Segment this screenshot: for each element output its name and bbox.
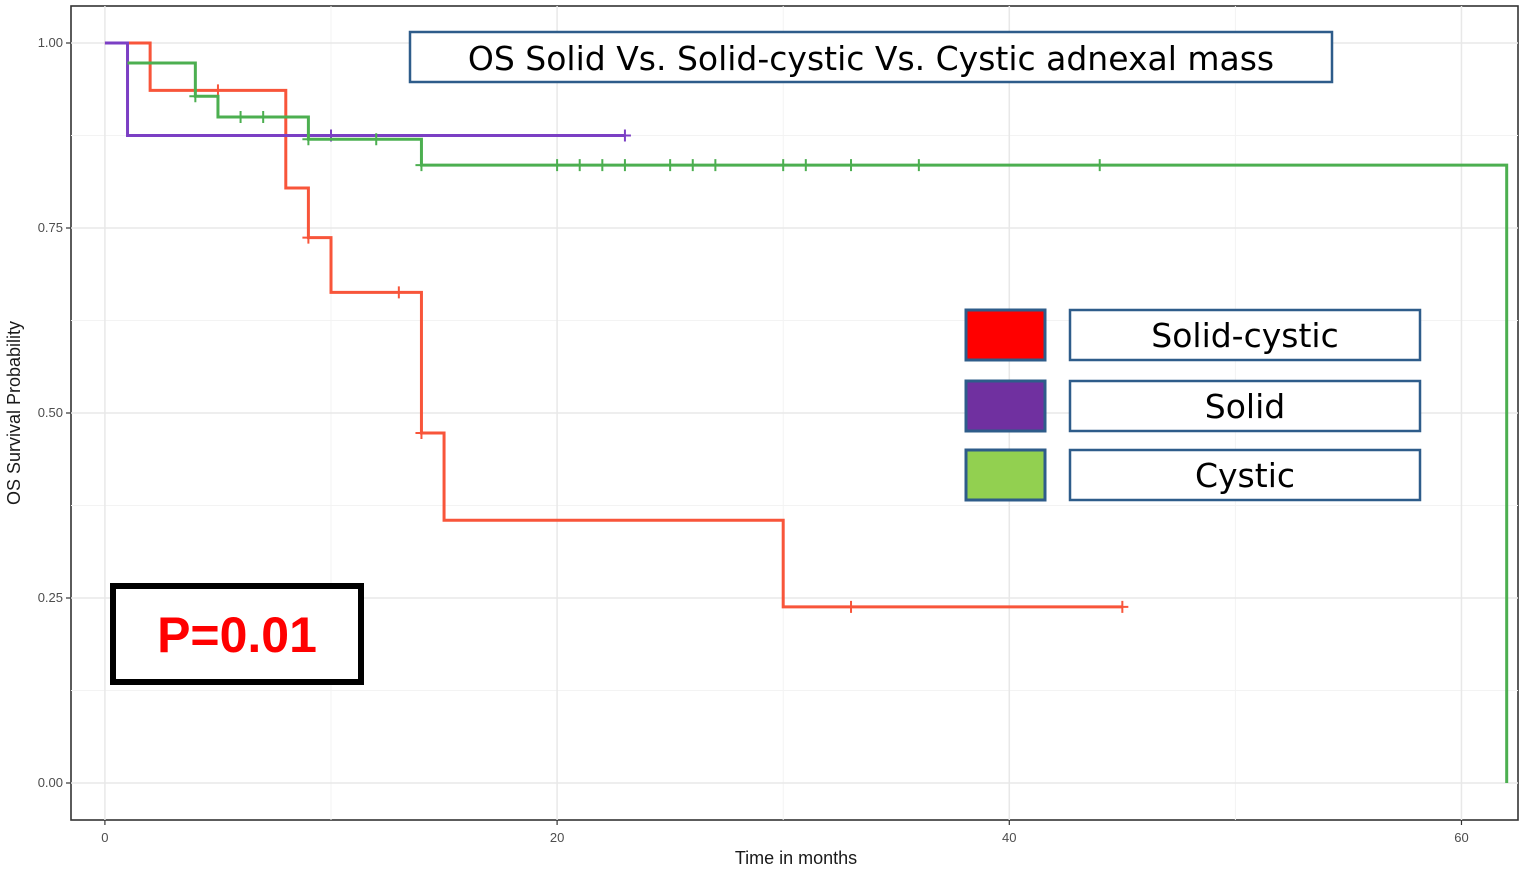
censor-mark-solid-cystic xyxy=(302,231,315,244)
y-tick-label: 0.25 xyxy=(38,590,63,605)
legend-item-solid: Solid xyxy=(964,379,1422,433)
y-axis-title: OS Survival Probability xyxy=(4,321,24,505)
legend-swatch xyxy=(964,448,1047,502)
censor-mark-cystic xyxy=(573,159,586,172)
p-value-label: P=0.01 xyxy=(157,607,317,663)
x-tick-label: 0 xyxy=(101,830,108,845)
legend-label: Solid-cystic xyxy=(1151,316,1338,355)
censor-mark-cystic xyxy=(709,159,722,172)
censor-mark-cystic xyxy=(777,159,790,172)
legend-item-cystic: Cystic xyxy=(964,448,1422,502)
censor-mark-cystic xyxy=(370,133,383,146)
censor-mark-cystic xyxy=(1093,159,1106,172)
legend: Solid-cystic Solid Cystic xyxy=(964,308,1422,502)
axes: 0 20 40 60 0.00 0.25 0.50 0.75 1.00 xyxy=(38,35,1469,845)
censor-mark-solid-cystic xyxy=(1116,600,1129,613)
censor-mark-cystic xyxy=(912,159,925,172)
x-axis-title: Time in months xyxy=(735,848,857,868)
chart-title: OS Solid Vs. Solid-cystic Vs. Cystic adn… xyxy=(468,39,1274,78)
censor-mark-cystic xyxy=(189,90,202,103)
y-tick-label: 0.75 xyxy=(38,220,63,235)
censor-mark-solid-cystic xyxy=(392,286,405,299)
censor-mark-cystic xyxy=(686,159,699,172)
censor-mark-solid xyxy=(618,129,631,142)
y-tick-label: 0.50 xyxy=(38,405,63,420)
legend-label-box xyxy=(1068,308,1422,362)
censor-mark-cystic xyxy=(618,159,631,172)
legend-label: Cystic xyxy=(1195,456,1295,495)
censor-mark-cystic xyxy=(845,159,858,172)
survival-curves xyxy=(104,41,1509,783)
censor-mark-cystic xyxy=(551,159,564,172)
legend-swatch xyxy=(964,308,1047,362)
censor-mark-solid-cystic xyxy=(845,600,858,613)
y-tick-label: 1.00 xyxy=(38,35,63,50)
censor-mark-cystic xyxy=(302,133,315,146)
legend-swatch xyxy=(964,379,1047,433)
p-value-box: P=0.01 xyxy=(110,583,364,685)
legend-label-box xyxy=(1068,448,1422,502)
censor-mark-cystic xyxy=(234,111,247,123)
chart-title-box: OS Solid Vs. Solid-cystic Vs. Cystic adn… xyxy=(408,30,1334,84)
censor-mark-cystic xyxy=(664,159,677,172)
legend-label-box xyxy=(1068,379,1422,433)
censor-mark-solid-cystic xyxy=(211,84,224,97)
censor-mark-cystic xyxy=(257,111,270,123)
x-tick-label: 60 xyxy=(1454,830,1468,845)
censor-mark-cystic xyxy=(799,159,812,172)
censor-mark-solid-cystic xyxy=(415,426,428,439)
legend-item-solid-cystic: Solid-cystic xyxy=(964,308,1422,362)
y-tick-label: 0.00 xyxy=(38,775,63,790)
x-tick-label: 40 xyxy=(1002,830,1016,845)
censor-mark-cystic xyxy=(596,159,609,172)
legend-label: Solid xyxy=(1205,387,1285,426)
x-tick-label: 20 xyxy=(550,830,564,845)
censor-mark-cystic xyxy=(415,159,428,172)
